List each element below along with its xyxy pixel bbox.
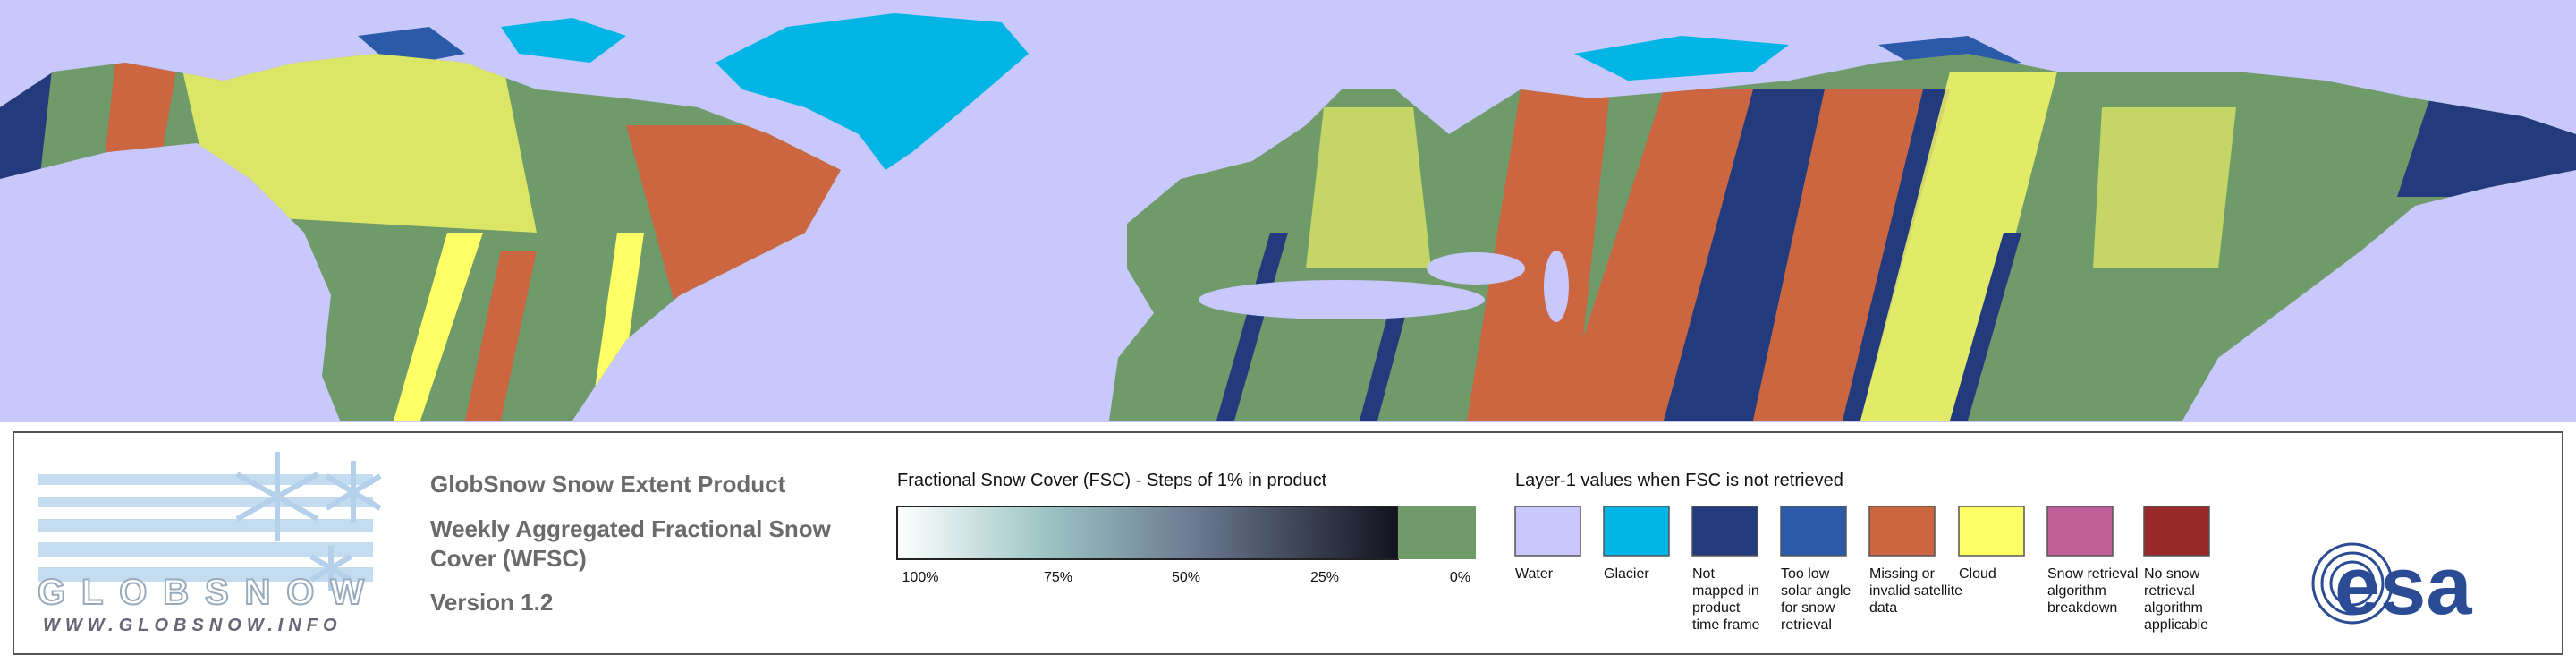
- esa-logo: esa: [2311, 540, 2472, 632]
- fsc-tick-label: 25%: [1310, 570, 1339, 585]
- product-subtitle: Weekly Aggregated Fractional Snow: [430, 515, 832, 542]
- fsc-tick-label: 50%: [1172, 570, 1200, 585]
- legend-swatch: [1514, 506, 1581, 557]
- legend-label: for snow: [1781, 600, 1835, 616]
- product-title: GlobSnow Snow Extent Product: [430, 471, 786, 498]
- legend-label: No snow: [2144, 566, 2200, 582]
- legend-swatch: [2143, 506, 2210, 557]
- legend-label: breakdown: [2047, 600, 2117, 616]
- legend-swatch: [1780, 506, 1847, 557]
- legend-swatch: [2046, 506, 2114, 557]
- legend-label: Water: [1515, 566, 1554, 582]
- legend-label: Too low: [1781, 566, 1830, 582]
- legend-swatch: [1958, 506, 2025, 557]
- legend-swatch: [1603, 506, 1670, 557]
- esa-text: esa: [2334, 540, 2472, 632]
- product-subtitle: Cover (WFSC): [430, 545, 587, 572]
- fsc-tick-label: 75%: [1044, 570, 1072, 585]
- legend-label: time frame: [1692, 617, 1760, 633]
- legend-swatch: [1691, 506, 1758, 557]
- legend-label: algorithm: [2047, 583, 2106, 599]
- legend-label: solar angle: [1781, 583, 1851, 599]
- logo-name: GLOBSNOW: [38, 573, 373, 612]
- fsc-gradient: [896, 506, 1399, 560]
- fsc-tick-label: 100%: [902, 570, 939, 585]
- product-version: Version 1.2: [430, 589, 553, 616]
- layer1-title: Layer-1 values when FSC is not retrieved: [1515, 471, 1843, 490]
- legend-label: Missing or: [1869, 566, 1936, 582]
- legend-label: data: [1869, 600, 1897, 616]
- legend-label: Not: [1692, 566, 1715, 582]
- legend-label: retrieval: [2144, 583, 2195, 599]
- fsc-ticks: 100% 75% 50% 25% 0%: [902, 570, 1470, 585]
- fsc-title: Fractional Snow Cover (FSC) - Steps of 1…: [897, 471, 1327, 490]
- legend-label: algorithm: [2144, 600, 2203, 616]
- logo-url: WWW.GLOBSNOW.INFO: [43, 616, 343, 635]
- legend-label: retrieval: [1781, 617, 1832, 633]
- legend-label: applicable: [2144, 617, 2208, 633]
- fsc-zero-swatch: [1398, 506, 1476, 559]
- legend-label: mapped in: [1692, 583, 1759, 599]
- map: [0, 13, 2576, 421]
- legend-label: Snow retrieval: [2047, 566, 2138, 582]
- legend-label: product: [1692, 600, 1741, 616]
- fsc-tick-label: 0%: [1450, 570, 1470, 585]
- legend-label: invalid satellite: [1869, 583, 1962, 599]
- legend-label: Cloud: [1959, 566, 1996, 582]
- legend-label: Glacier: [1604, 566, 1649, 582]
- legend-swatch: [1868, 506, 1936, 557]
- globsnow-logo: GLOBSNOW WWW.GLOBSNOW.INFO: [37, 452, 382, 635]
